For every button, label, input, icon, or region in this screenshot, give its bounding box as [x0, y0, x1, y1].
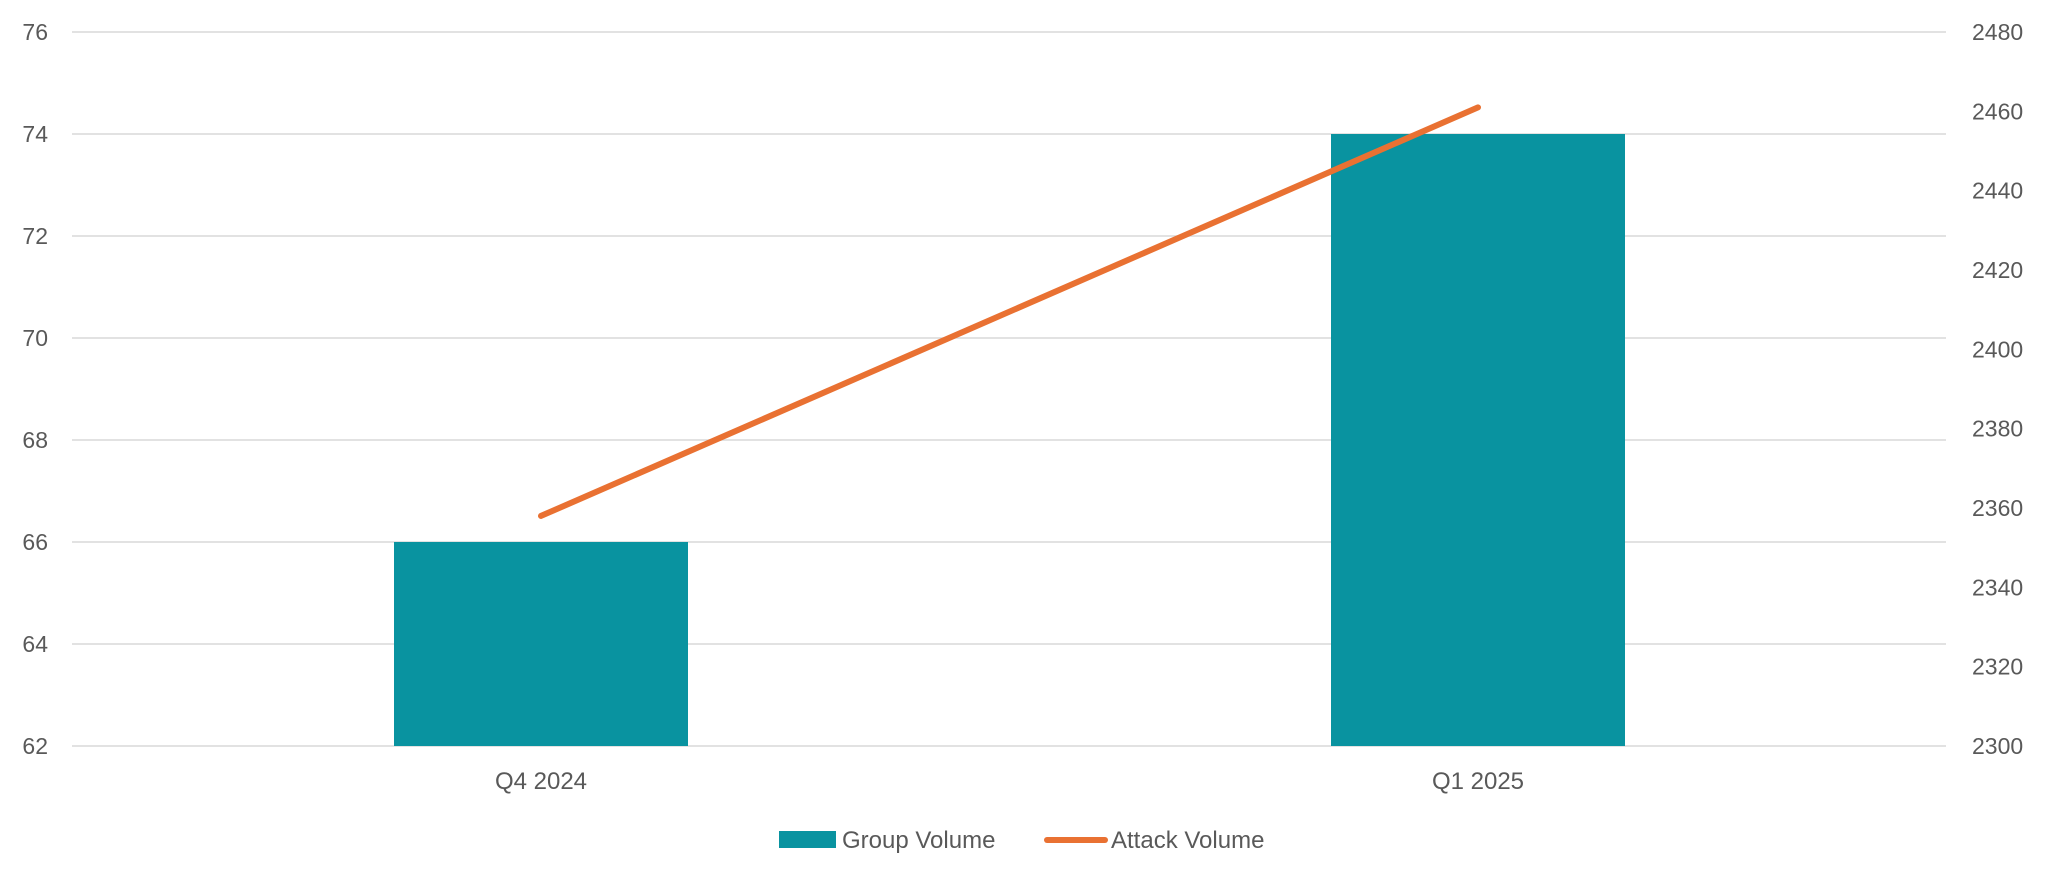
right-axis-tick-label: 2300	[1972, 733, 2023, 759]
right-axis-tick-label: 2340	[1972, 574, 2023, 600]
right-axis-tick-label: 2460	[1972, 98, 2023, 124]
gridlines	[72, 31, 1946, 747]
right-axis-tick-label: 2380	[1972, 416, 2023, 442]
left-axis-tick-label: 74	[22, 121, 48, 147]
right-y-axis: 2300 2320 2340 2360 2380 2400 2420 2440 2460 2480	[1972, 19, 2023, 759]
right-axis-tick-label: 2480	[1972, 19, 2023, 45]
right-axis-tick-label: 2440	[1972, 178, 2023, 204]
bar-group-volume	[394, 542, 688, 746]
left-axis-tick-label: 64	[22, 631, 48, 657]
right-axis-tick-label: 2400	[1972, 336, 2023, 362]
category-label: Q1 2025	[1432, 768, 1524, 795]
left-axis-tick-label: 62	[22, 733, 48, 759]
legend-attack-volume-label: Attack Volume	[1111, 827, 1264, 854]
left-axis-tick-label: 72	[22, 223, 48, 249]
category-axis: Q4 2024 Q1 2025	[495, 768, 1524, 795]
legend: Group Volume Attack Volume	[779, 827, 1264, 854]
left-axis-tick-label: 66	[22, 529, 48, 555]
line-attack-volume	[538, 104, 1481, 519]
legend-group-volume-swatch	[779, 831, 836, 848]
line-series	[538, 104, 1481, 519]
left-axis-tick-label: 68	[22, 427, 48, 453]
bar-series	[394, 134, 1625, 746]
category-label: Q4 2024	[495, 768, 587, 795]
bar-group-volume	[1331, 134, 1625, 746]
right-axis-tick-label: 2320	[1972, 654, 2023, 680]
left-axis-tick-label: 76	[22, 19, 48, 45]
left-y-axis: 62 64 66 68 70 72 74 76	[22, 19, 48, 759]
left-axis-tick-label: 70	[22, 325, 48, 351]
right-axis-tick-label: 2420	[1972, 257, 2023, 283]
right-axis-tick-label: 2360	[1972, 495, 2023, 521]
legend-group-volume-label: Group Volume	[842, 827, 995, 854]
